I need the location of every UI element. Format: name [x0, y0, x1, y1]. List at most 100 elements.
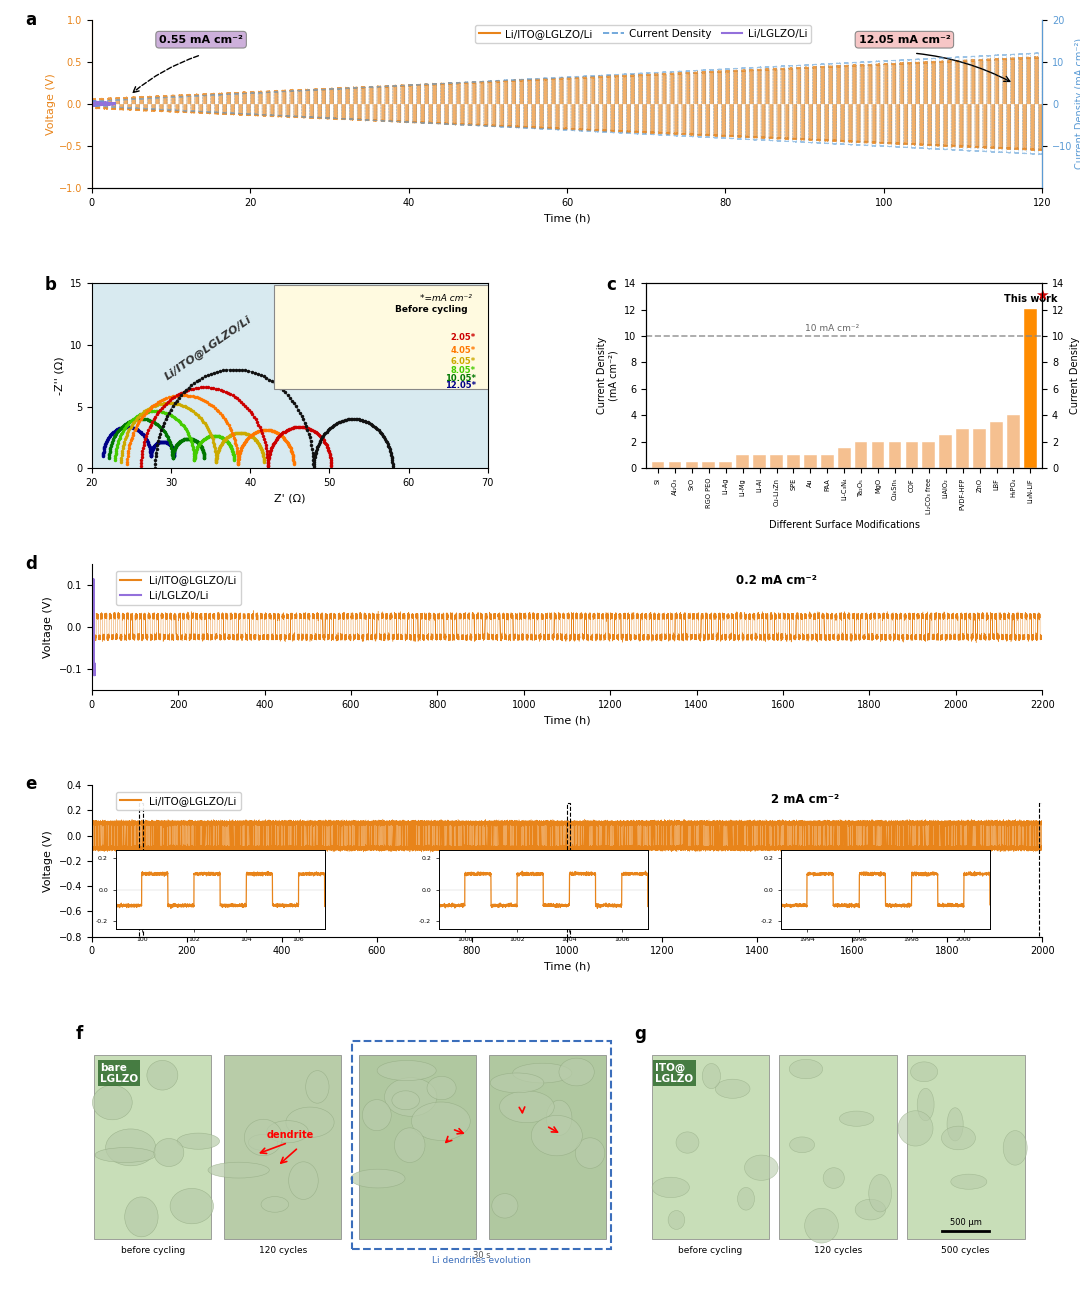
Bar — [889, 442, 902, 468]
Ellipse shape — [531, 1115, 582, 1156]
Bar — [1039, 803, 1042, 936]
Text: c: c — [607, 276, 617, 294]
Bar — [907, 1056, 1025, 1239]
Ellipse shape — [805, 1208, 838, 1243]
Bar — [225, 1056, 341, 1239]
Text: b: b — [44, 276, 56, 294]
Text: 120 cycles: 120 cycles — [814, 1247, 862, 1256]
Ellipse shape — [177, 1134, 219, 1149]
Ellipse shape — [559, 1058, 594, 1085]
Bar — [753, 455, 766, 468]
Ellipse shape — [351, 1169, 405, 1188]
Ellipse shape — [411, 1102, 470, 1140]
Ellipse shape — [910, 1062, 937, 1082]
Bar — [651, 1056, 769, 1239]
Bar — [702, 462, 715, 468]
Y-axis label: Current Density
(mA cm⁻²): Current Density (mA cm⁻²) — [1070, 337, 1080, 415]
Ellipse shape — [267, 1121, 309, 1143]
Bar — [1007, 415, 1020, 468]
Text: dendrite: dendrite — [267, 1130, 314, 1140]
Ellipse shape — [170, 1188, 214, 1223]
Bar — [838, 448, 851, 468]
Bar — [94, 1056, 211, 1239]
Bar — [940, 436, 953, 468]
Bar — [567, 803, 570, 936]
X-axis label: Time (h): Time (h) — [543, 213, 591, 224]
Legend: Li/ITO@LGLZO/Li, Li/LGLZO/Li: Li/ITO@LGLZO/Li, Li/LGLZO/Li — [116, 571, 241, 605]
Bar — [1024, 309, 1037, 468]
Bar — [686, 462, 699, 468]
Text: 4.05*: 4.05* — [450, 346, 476, 355]
Text: *=mA cm⁻²: *=mA cm⁻² — [420, 294, 472, 303]
Text: d: d — [25, 555, 37, 573]
Text: g: g — [634, 1024, 646, 1043]
Bar — [872, 442, 885, 468]
Ellipse shape — [124, 1197, 158, 1236]
Text: 6.05*: 6.05* — [450, 358, 476, 367]
Bar — [787, 455, 800, 468]
Ellipse shape — [738, 1187, 755, 1210]
Bar — [489, 1056, 606, 1239]
Bar — [719, 462, 732, 468]
Text: e: e — [25, 775, 37, 793]
Ellipse shape — [839, 1112, 874, 1126]
Text: 0.55 mA cm⁻²: 0.55 mA cm⁻² — [159, 35, 243, 44]
Ellipse shape — [899, 1110, 933, 1147]
Text: 120 cycles: 120 cycles — [258, 1247, 307, 1256]
Text: 2.05*: 2.05* — [450, 333, 476, 342]
Text: 500 μm: 500 μm — [949, 1218, 982, 1227]
Bar — [737, 455, 750, 468]
Text: ITO@
LGLZO: ITO@ LGLZO — [656, 1062, 693, 1084]
Ellipse shape — [669, 1210, 685, 1230]
Text: 10.05*: 10.05* — [445, 374, 476, 382]
Y-axis label: Current Density (mA cm⁻²): Current Density (mA cm⁻²) — [1075, 38, 1080, 169]
Bar — [804, 455, 816, 468]
Bar — [973, 429, 986, 468]
Bar — [922, 442, 935, 468]
Ellipse shape — [490, 1072, 544, 1093]
Ellipse shape — [384, 1078, 437, 1117]
FancyBboxPatch shape — [274, 285, 488, 389]
X-axis label: Time (h): Time (h) — [543, 715, 591, 725]
Ellipse shape — [106, 1128, 156, 1166]
Ellipse shape — [950, 1174, 987, 1190]
X-axis label: Time (h): Time (h) — [543, 962, 591, 972]
Bar — [770, 455, 783, 468]
Bar — [854, 442, 867, 468]
Ellipse shape — [652, 1178, 689, 1197]
Ellipse shape — [546, 1100, 572, 1135]
Ellipse shape — [208, 1162, 269, 1178]
Ellipse shape — [576, 1138, 605, 1169]
Ellipse shape — [427, 1076, 456, 1100]
Ellipse shape — [789, 1060, 823, 1079]
Ellipse shape — [947, 1108, 963, 1141]
Ellipse shape — [95, 1148, 156, 1162]
Ellipse shape — [491, 1193, 518, 1218]
Text: 0.2 mA cm⁻²: 0.2 mA cm⁻² — [735, 573, 816, 586]
Ellipse shape — [868, 1174, 892, 1212]
Text: 2 mA cm⁻²: 2 mA cm⁻² — [770, 793, 839, 806]
Bar — [360, 1056, 476, 1239]
Ellipse shape — [286, 1108, 334, 1138]
X-axis label: Z' (Ω): Z' (Ω) — [274, 494, 306, 503]
Bar — [905, 442, 918, 468]
Ellipse shape — [744, 1156, 778, 1180]
Text: 500 cycles: 500 cycles — [942, 1247, 990, 1256]
Text: This work: This work — [1003, 294, 1057, 304]
X-axis label: Different Surface Modifications: Different Surface Modifications — [769, 520, 920, 529]
Text: 12.05 mA cm⁻²: 12.05 mA cm⁻² — [859, 35, 950, 44]
Ellipse shape — [789, 1138, 814, 1153]
Bar — [990, 422, 1003, 468]
Text: 30 s: 30 s — [473, 1251, 490, 1260]
Bar — [956, 429, 969, 468]
Text: 12.05*: 12.05* — [445, 381, 476, 390]
Ellipse shape — [942, 1126, 975, 1149]
Text: before cycling: before cycling — [121, 1247, 185, 1256]
Ellipse shape — [363, 1100, 391, 1131]
Ellipse shape — [248, 1135, 278, 1150]
Ellipse shape — [392, 1091, 419, 1110]
Y-axis label: Current Density
(mA cm⁻²): Current Density (mA cm⁻²) — [597, 337, 619, 415]
Text: a: a — [25, 12, 37, 29]
Text: f: f — [76, 1024, 83, 1043]
Y-axis label: -Z'' (Ω): -Z'' (Ω) — [54, 356, 64, 395]
